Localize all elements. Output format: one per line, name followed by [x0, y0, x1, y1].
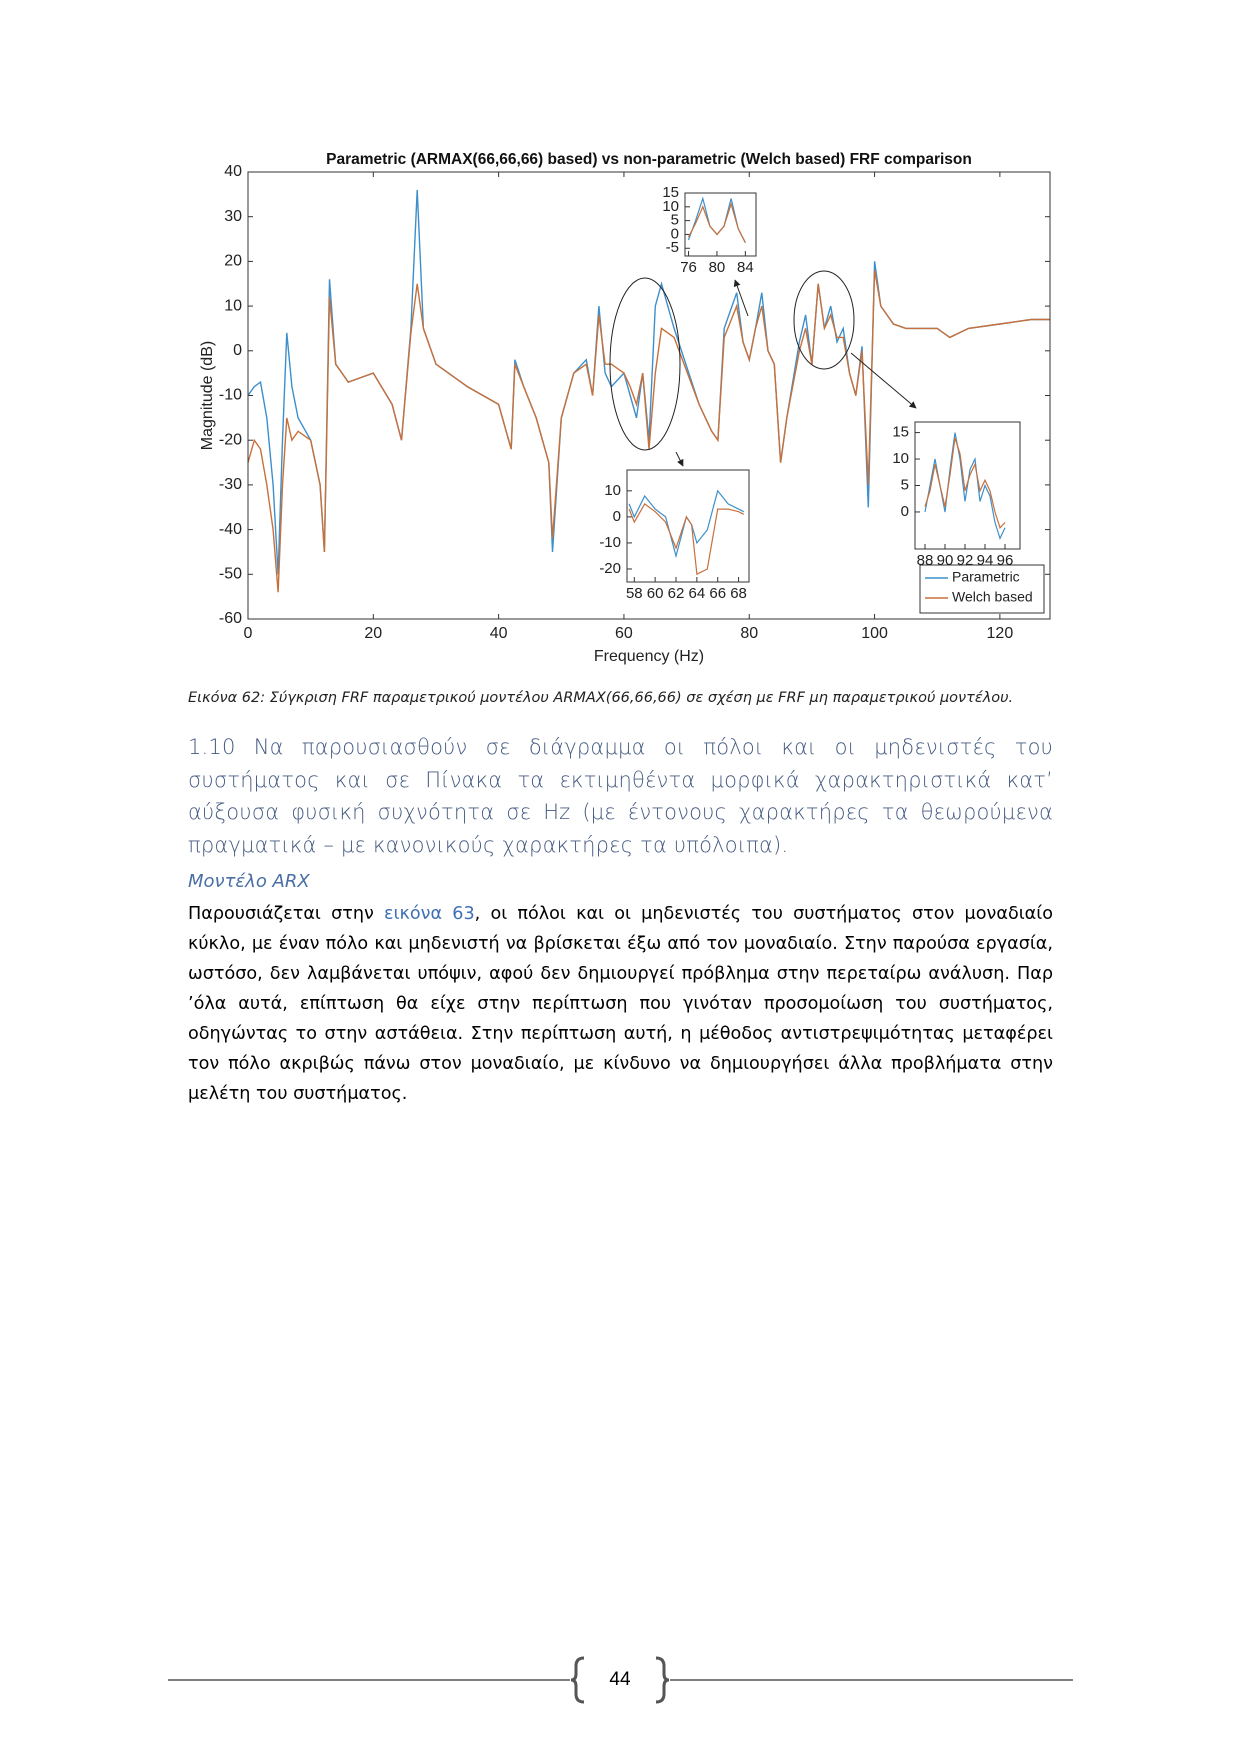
- x-tick-label: 80: [709, 259, 726, 276]
- x-tick-label: 58: [626, 585, 643, 602]
- zoom-ellipse: [793, 270, 855, 370]
- x-tick-label: 64: [689, 585, 706, 602]
- axes-box: [247, 171, 1051, 620]
- y-tick-label: 5: [671, 212, 679, 229]
- text: Παρουσιάζεται στην: [188, 904, 385, 924]
- series-line: [924, 437, 1006, 529]
- legend-label: Welch based: [952, 589, 1033, 605]
- figure-link[interactable]: εικόνα 63: [384, 904, 475, 924]
- y-tick-label: 10: [224, 297, 242, 314]
- y-tick-label: 5: [901, 476, 909, 493]
- y-tick-label: -20: [219, 431, 242, 448]
- series-line: [687, 202, 746, 243]
- y-tick-label: -20: [599, 560, 621, 577]
- x-tick-label: 88: [917, 552, 934, 569]
- legend-label: Parametric: [952, 569, 1020, 585]
- y-tick-label: -30: [219, 476, 242, 493]
- x-tick-label: 0: [244, 625, 253, 642]
- y-tick-label: 0: [901, 503, 909, 520]
- y-tick-label: 30: [224, 208, 242, 225]
- x-tick-label: 60: [647, 585, 664, 602]
- x-tick-label: 76: [680, 259, 697, 276]
- paragraph: Παρουσιάζεται στην εικόνα 63, οι πόλοι κ…: [188, 899, 1053, 1109]
- x-tick-label: 68: [730, 585, 747, 602]
- subheading: Μοντέλο ARX: [188, 871, 310, 892]
- footer-bracket: [655, 1656, 670, 1704]
- series-line: [628, 503, 745, 576]
- y-tick-label: 40: [224, 163, 242, 180]
- chart-title: Parametric (ARMAX(66,66,66) based) vs no…: [326, 151, 972, 168]
- x-tick-label: 84: [737, 259, 754, 276]
- series-line: [248, 270, 1050, 593]
- y-tick-label: 0: [233, 342, 242, 359]
- x-tick-label: 94: [977, 552, 994, 569]
- y-tick-label: 15: [662, 184, 679, 201]
- y-tick-label: -10: [599, 534, 621, 551]
- x-tick-label: 100: [861, 625, 888, 642]
- axes-box: [684, 192, 757, 257]
- x-tick-label: 62: [668, 585, 685, 602]
- y-tick-label: 20: [224, 253, 242, 270]
- y-tick-label: 10: [604, 482, 621, 499]
- plot-area: [685, 193, 756, 256]
- footer-bracket: [570, 1656, 585, 1704]
- y-tick-label: 15: [892, 424, 909, 441]
- x-tick-label: 96: [997, 552, 1014, 569]
- plot-area: [627, 470, 749, 582]
- x-tick-label: 20: [364, 625, 382, 642]
- text: , οι πόλοι και οι μηδενιστές του συστήμα…: [188, 904, 1053, 1104]
- y-tick-label: -10: [219, 387, 242, 404]
- x-tick-label: 90: [937, 552, 954, 569]
- x-tick-label: 120: [987, 625, 1014, 642]
- arrow: [850, 352, 917, 409]
- y-tick-label: 0: [671, 225, 679, 242]
- y-tick-label: 10: [662, 198, 679, 215]
- legend-box: [919, 564, 1045, 614]
- arrow: [675, 451, 684, 467]
- y-tick-label: 10: [892, 450, 909, 467]
- axes-box: [914, 421, 1021, 550]
- x-tick-label: 40: [490, 625, 508, 642]
- page-number: 44: [609, 1669, 631, 1690]
- zoom-ellipse: [609, 277, 681, 451]
- x-tick-label: 60: [615, 625, 633, 642]
- y-tick-label: -60: [219, 610, 242, 627]
- x-tick-label: 92: [957, 552, 974, 569]
- y-tick-label: -50: [219, 566, 242, 583]
- axes-box: [626, 469, 750, 583]
- y-tick-label: -40: [219, 521, 242, 538]
- y-tick-label: -5: [666, 239, 679, 256]
- x-tick-label: 80: [740, 625, 758, 642]
- x-axis-label: Frequency (Hz): [594, 648, 704, 665]
- y-tick-label: 0: [613, 508, 621, 525]
- y-axis-label: Magnitude (dB): [199, 341, 216, 450]
- figure-caption: Εικόνα 62: Σύγκριση FRF παραμετρικού μον…: [188, 690, 1014, 706]
- arrow: [733, 279, 749, 317]
- section-heading: 1.10 Να παρουσιασθούν σε διάγραμμα οι πό…: [188, 735, 1053, 857]
- x-tick-label: 66: [709, 585, 726, 602]
